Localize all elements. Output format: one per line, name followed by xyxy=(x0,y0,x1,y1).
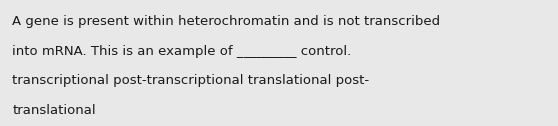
Text: transcriptional post-transcriptional translational post-: transcriptional post-transcriptional tra… xyxy=(12,74,369,87)
Text: translational: translational xyxy=(12,104,96,117)
Text: into mRNA. This is an example of _________ control.: into mRNA. This is an example of _______… xyxy=(12,45,352,58)
Text: A gene is present within heterochromatin and is not transcribed: A gene is present within heterochromatin… xyxy=(12,15,440,28)
